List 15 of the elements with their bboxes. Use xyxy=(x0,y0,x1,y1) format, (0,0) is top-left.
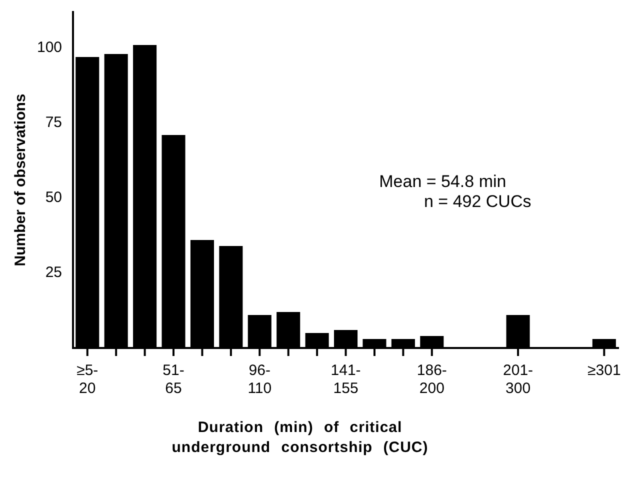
x-tick-label: ≥301 xyxy=(588,362,621,380)
annotation: n = 492 CUCs xyxy=(424,192,532,211)
x-tick-label: 201-300 xyxy=(503,362,534,398)
y-tick-label: 25 xyxy=(45,264,62,282)
x-tick-label: 141-155 xyxy=(330,362,361,398)
x-tick-label: ≥5-20 xyxy=(76,362,98,398)
x-axis-title: Duration (min) of critical underground consortship (CUC) xyxy=(170,418,430,458)
y-tick-label: 100 xyxy=(36,39,62,56)
y-tick-label: 75 xyxy=(45,114,62,132)
x-tick-label: 96-110 xyxy=(248,362,272,398)
y-axis-title: Number of observations xyxy=(12,94,30,266)
x-tick-label: 51-65 xyxy=(162,362,184,398)
annotation: Mean = 54.8 min xyxy=(379,172,506,191)
x-tick-label: 186-200 xyxy=(416,362,447,398)
y-tick-label: 50 xyxy=(45,189,62,206)
